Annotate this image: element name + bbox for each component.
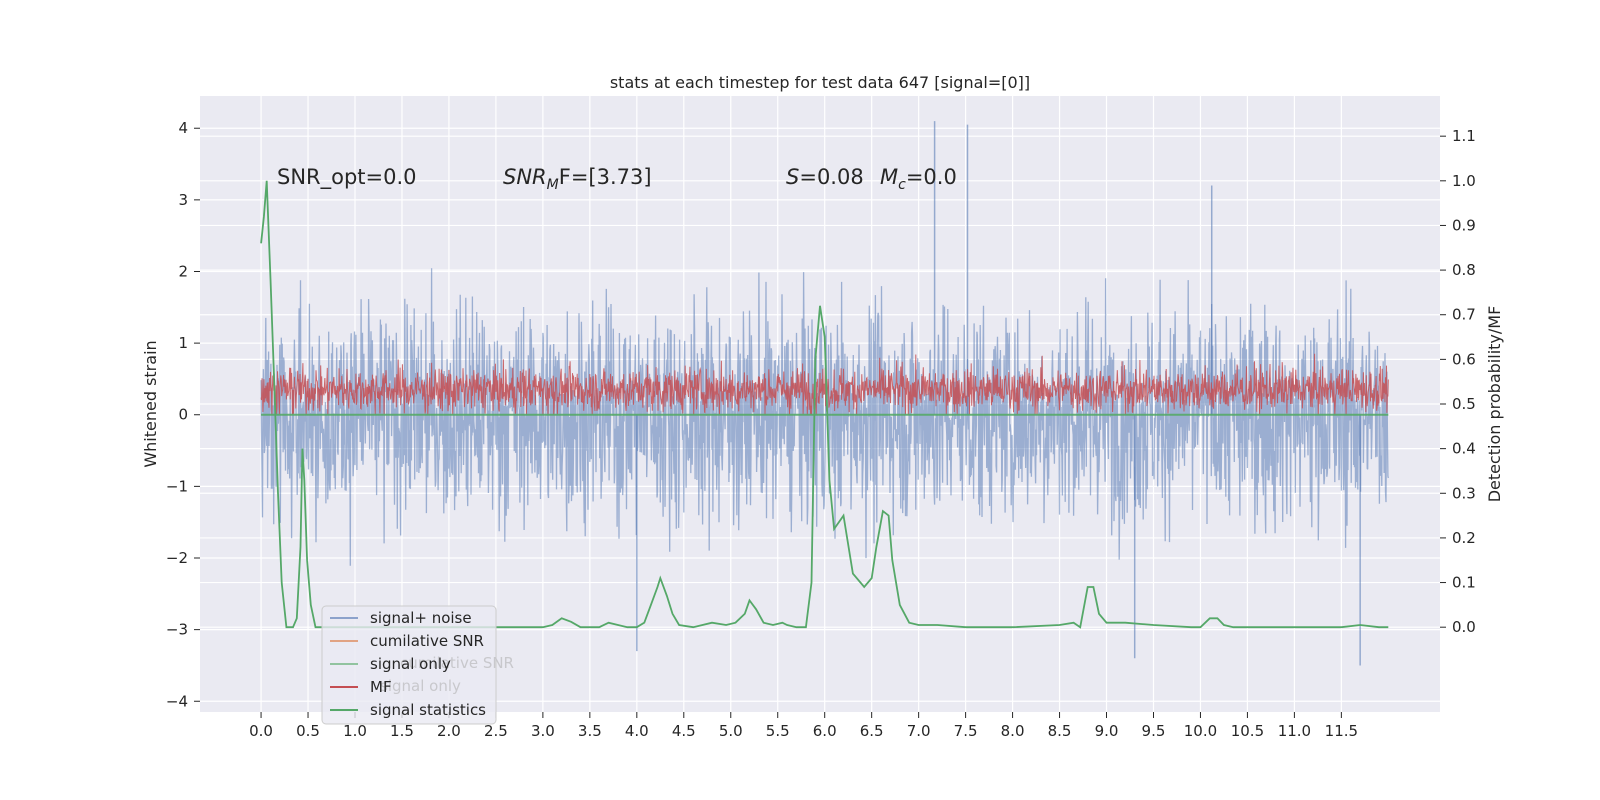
y2-tick-label: 0.2 bbox=[1452, 529, 1476, 547]
series-signal-statistics bbox=[260, 180, 1389, 629]
y-tick-label: 2 bbox=[178, 262, 188, 280]
x-tick-label: 10.5 bbox=[1231, 722, 1264, 740]
y-tick-label: 3 bbox=[178, 191, 188, 209]
y-axis-label: Whitened strain bbox=[141, 340, 160, 467]
y-tick-label: −3 bbox=[166, 621, 188, 639]
x-tick-label: 2.5 bbox=[484, 722, 508, 740]
x-tick-label: 5.5 bbox=[766, 722, 790, 740]
x-tick-label: 9.5 bbox=[1142, 722, 1166, 740]
x-tick-label: 9.0 bbox=[1095, 722, 1119, 740]
y2-axis-label: Detection probability/MF bbox=[1485, 306, 1504, 503]
y2-tick-label: 1.0 bbox=[1452, 172, 1476, 190]
y-tick-label: 1 bbox=[178, 334, 188, 352]
x-tick-label: 1.5 bbox=[390, 722, 414, 740]
x-tick-label: 11.5 bbox=[1325, 722, 1358, 740]
legend-label-cumilative-snr: cumilative SNR bbox=[370, 632, 484, 650]
legend-label-signal-noise: signal+ noise bbox=[370, 609, 472, 627]
y-axis-left: 4 3 2 1 0 −1 −2 −3 −4 bbox=[166, 119, 200, 710]
series-mf bbox=[260, 353, 1389, 415]
signal-plus-noise-spikes bbox=[636, 121, 1361, 666]
y-tick-label: 4 bbox=[178, 119, 188, 137]
x-tick-label: 1.0 bbox=[343, 722, 367, 740]
x-tick-label: 7.0 bbox=[907, 722, 931, 740]
legend: cumilative SNR signal only signal+ noise… bbox=[321, 605, 514, 725]
y-tick-label: 0 bbox=[178, 406, 188, 424]
legend-label-mf: MF bbox=[370, 678, 392, 696]
x-tick-label: 0.0 bbox=[249, 722, 273, 740]
y2-tick-label: 0.1 bbox=[1452, 574, 1476, 592]
annotation-snr-mf-rest: F=[3.73] bbox=[559, 165, 652, 189]
annotation-mc-name: M bbox=[880, 165, 898, 189]
x-tick-label: 11.0 bbox=[1278, 722, 1311, 740]
y2-tick-label: 0.6 bbox=[1452, 350, 1476, 368]
y2-tick-label: 0.0 bbox=[1452, 618, 1476, 636]
x-tick-label: 2.0 bbox=[437, 722, 461, 740]
y2-tick-label: 0.4 bbox=[1452, 440, 1476, 458]
x-tick-label: 8.5 bbox=[1048, 722, 1072, 740]
x-tick-label: 6.5 bbox=[860, 722, 884, 740]
legend-ghost-signal-only: signal only bbox=[380, 677, 461, 695]
data-layer bbox=[260, 121, 1389, 666]
x-tick-label: 4.5 bbox=[672, 722, 696, 740]
annotation-snr-opt: SNR_opt=0.0 bbox=[277, 165, 417, 190]
y2-tick-label: 0.9 bbox=[1452, 216, 1476, 234]
x-tick-label: 5.0 bbox=[719, 722, 743, 740]
annotation-snr-mf-sub: M bbox=[547, 177, 559, 193]
annotation-s-name: S bbox=[786, 165, 799, 189]
x-tick-label: 7.5 bbox=[954, 722, 978, 740]
x-tick-label: 3.0 bbox=[531, 722, 555, 740]
y2-tick-label: 1.1 bbox=[1452, 127, 1476, 145]
y-axis-right: 1.1 1.0 0.9 0.8 0.7 0.6 0.5 0.4 0.3 0.2 0.1 0.0 bbox=[1440, 127, 1476, 636]
x-axis: 0.0 0.5 1.0 1.5 2.0 2.5 3.0 3.5 4.0 4.5 5.0 5.5 6.0 6… bbox=[249, 712, 1358, 740]
y-tick-label: −1 bbox=[166, 477, 188, 495]
annotation-snr-mf: SNRMF=[3.73] bbox=[503, 165, 652, 193]
annotation-snr-mf-name: SNR bbox=[503, 165, 547, 189]
x-tick-label: 8.0 bbox=[1001, 722, 1025, 740]
y2-tick-label: 0.3 bbox=[1452, 484, 1476, 502]
x-tick-label: 10.0 bbox=[1184, 722, 1217, 740]
annotation-mc: Mc=0.0 bbox=[880, 165, 957, 193]
x-tick-label: 6.0 bbox=[813, 722, 837, 740]
legend-label-signal-statistics: signal statistics bbox=[370, 701, 486, 719]
annotation-mc-sub: c bbox=[898, 177, 906, 193]
chart-title: stats at each timestep for test data 647… bbox=[610, 73, 1030, 92]
legend-label-signal-only: signal only bbox=[370, 655, 451, 673]
x-tick-label: 0.5 bbox=[296, 722, 320, 740]
y-tick-label: −2 bbox=[166, 549, 188, 567]
y2-tick-label: 0.5 bbox=[1452, 395, 1476, 413]
y-tick-label: −4 bbox=[166, 692, 188, 710]
y2-tick-label: 0.7 bbox=[1452, 306, 1476, 324]
x-tick-label: 3.5 bbox=[578, 722, 602, 740]
x-tick-label: 4.0 bbox=[625, 722, 649, 740]
legend-ghost-cumilative-snr: cumilative SNR bbox=[400, 654, 514, 672]
series-signal-plus-noise bbox=[260, 268, 1389, 566]
annotation-s-value: =0.08 bbox=[799, 165, 863, 189]
annotation-mc-value: =0.0 bbox=[906, 165, 957, 189]
legend-frame bbox=[321, 605, 497, 725]
y2-tick-label: 0.8 bbox=[1452, 261, 1476, 279]
annotation-s: S=0.08 bbox=[786, 165, 864, 189]
